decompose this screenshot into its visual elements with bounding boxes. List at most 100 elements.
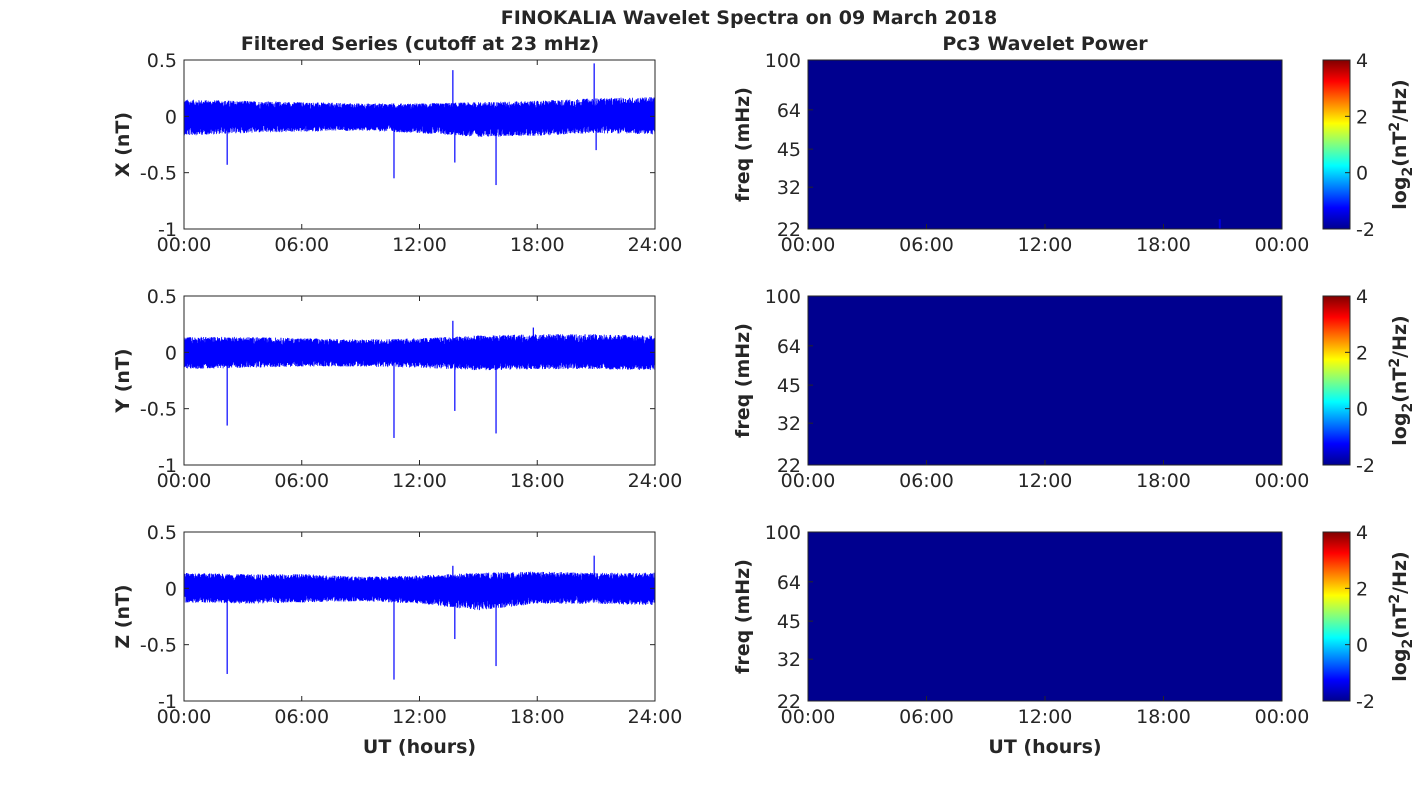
right-column-title: Pc3 Wavelet Power — [942, 33, 1148, 55]
x-tick-label: 18:00 — [510, 234, 565, 256]
x-tick-label: 00:00 — [157, 706, 212, 728]
x-tick-label: 00:00 — [781, 470, 836, 492]
x-tick-label: 12:00 — [1018, 470, 1073, 492]
y-axis-label: freq (mHz) — [732, 559, 754, 674]
wavelet-panel-x: 00:00 06:00 12:00 18:00 00:00 100 64 45 32 22 freq… — [732, 50, 1416, 256]
y-tick-label: 32 — [777, 413, 801, 435]
x-tick-label: 18:00 — [510, 470, 565, 492]
left-column-title: Filtered Series (cutoff at 23 mHz) — [241, 33, 599, 55]
y-tick-label: 0.5 — [147, 522, 177, 544]
heatmap-fill — [808, 532, 1282, 701]
y-tick-label: -1 — [158, 219, 177, 241]
x-tick-label: 12:00 — [1018, 706, 1073, 728]
x-tick-label: 00:00 — [157, 470, 212, 492]
x-tick-label: 00:00 — [1255, 706, 1310, 728]
timeseries-panel-z: 00:00 06:00 12:00 18:00 24:00 0.5 0 -0.5 -1 Z (nT… — [112, 522, 682, 758]
y-tick-label: -1 — [158, 455, 177, 477]
x-axis-label: UT (hours) — [363, 736, 476, 758]
colorbar-tick-label: 4 — [1356, 522, 1368, 544]
y-tick-label: 0.5 — [147, 286, 177, 308]
colorbar-tick-label: 0 — [1356, 163, 1368, 185]
signal-trace — [183, 97, 656, 137]
heatmap-fill — [808, 296, 1282, 465]
y-tick-label: 0 — [165, 342, 177, 364]
y-tick-label: 100 — [765, 522, 801, 544]
y-axis-label: Y (nT) — [112, 348, 134, 413]
colorbar-tick-label: 4 — [1356, 286, 1368, 308]
plot-area — [184, 60, 655, 229]
x-tick-label: 18:00 — [1136, 706, 1191, 728]
y-tick-label: 0 — [165, 578, 177, 600]
signal-trace — [183, 334, 656, 371]
y-tick-label: -0.5 — [140, 163, 177, 185]
y-tick-label: 0 — [165, 106, 177, 128]
colorbar-tick-label: 2 — [1356, 106, 1368, 128]
colorbar-tick-label: 2 — [1356, 578, 1368, 600]
x-tick-label: 00:00 — [781, 234, 836, 256]
x-axis-label: UT (hours) — [988, 736, 1101, 758]
x-tick-label: 12:00 — [392, 706, 447, 728]
y-tick-label: 100 — [765, 50, 801, 72]
y-tick-label: 0.5 — [147, 50, 177, 72]
signal-trace — [183, 571, 656, 611]
x-tick-label: 18:00 — [1136, 470, 1191, 492]
y-tick-label: -0.5 — [140, 399, 177, 421]
figure-title: FINOKALIA Wavelet Spectra on 09 March 20… — [501, 7, 997, 29]
colorbar-label: log2(nT2/Hz) — [1387, 315, 1416, 445]
x-tick-label: 00:00 — [781, 706, 836, 728]
colorbar: 4 2 0 -2 log2(nT2/Hz) — [1322, 522, 1416, 713]
x-tick-label: 12:00 — [392, 470, 447, 492]
wavelet-panel-z: 00:00 06:00 12:00 18:00 00:00 100 64 45 32 22 freq… — [732, 522, 1416, 758]
colorbar-gradient — [1322, 59, 1351, 230]
y-tick-label: 22 — [777, 219, 801, 241]
y-tick-label: 64 — [777, 336, 801, 358]
plot-area — [184, 532, 655, 701]
y-tick-label: 22 — [777, 691, 801, 713]
wavelet-panel-y: 00:00 06:00 12:00 18:00 00:00 100 64 45 32 22 freq… — [732, 286, 1416, 492]
y-tick-label: 64 — [777, 100, 801, 122]
y-tick-label: 100 — [765, 286, 801, 308]
colorbar-tick-label: -2 — [1356, 691, 1375, 713]
x-tick-label: 00:00 — [1255, 234, 1310, 256]
y-tick-label: -0.5 — [140, 635, 177, 657]
x-tick-label: 06:00 — [899, 234, 954, 256]
colorbar-gradient — [1322, 531, 1351, 702]
colorbar: 4 2 0 -2 log2(nT2/Hz) — [1322, 286, 1416, 477]
y-tick-label: 32 — [777, 649, 801, 671]
y-tick-label: 45 — [777, 139, 801, 161]
x-tick-label: 06:00 — [274, 234, 329, 256]
colorbar-gradient — [1322, 295, 1351, 466]
heatmap-fill — [808, 60, 1282, 229]
y-tick-label: -1 — [158, 691, 177, 713]
colorbar: 4 2 0 -2 log2(nT2/Hz) — [1322, 50, 1416, 241]
colorbar-tick-label: 0 — [1356, 635, 1368, 657]
x-tick-label: 06:00 — [274, 470, 329, 492]
x-tick-label: 06:00 — [899, 470, 954, 492]
y-tick-label: 22 — [777, 455, 801, 477]
y-axis-label: X (nT) — [112, 112, 134, 177]
colorbar-label: log2(nT2/Hz) — [1387, 551, 1416, 681]
y-tick-label: 32 — [777, 177, 801, 199]
colorbar-label: log2(nT2/Hz) — [1387, 79, 1416, 209]
x-tick-label: 12:00 — [1018, 234, 1073, 256]
colorbar-tick-label: 0 — [1356, 399, 1368, 421]
colorbar-tick-label: -2 — [1356, 455, 1375, 477]
x-tick-label: 24:00 — [628, 234, 683, 256]
colorbar-tick-label: 4 — [1356, 50, 1368, 72]
x-tick-label: 06:00 — [274, 706, 329, 728]
x-tick-label: 00:00 — [157, 234, 212, 256]
colorbar-tick-label: -2 — [1356, 219, 1375, 241]
x-tick-label: 12:00 — [392, 234, 447, 256]
subplot-grid: 00:00 06:00 12:00 18:00 24:00 0.5 0 -0.5 -1 X (nT… — [112, 50, 1416, 758]
x-tick-label: 00:00 — [1255, 470, 1310, 492]
x-tick-label: 24:00 — [628, 706, 683, 728]
x-tick-label: 18:00 — [510, 706, 565, 728]
y-tick-label: 64 — [777, 572, 801, 594]
y-tick-label: 45 — [777, 611, 801, 633]
x-tick-label: 18:00 — [1136, 234, 1191, 256]
x-tick-label: 06:00 — [899, 706, 954, 728]
x-tick-label: 24:00 — [628, 470, 683, 492]
timeseries-panel-x: 00:00 06:00 12:00 18:00 24:00 0.5 0 -0.5 -1 X (nT… — [112, 50, 682, 256]
y-axis-label: freq (mHz) — [732, 323, 754, 438]
